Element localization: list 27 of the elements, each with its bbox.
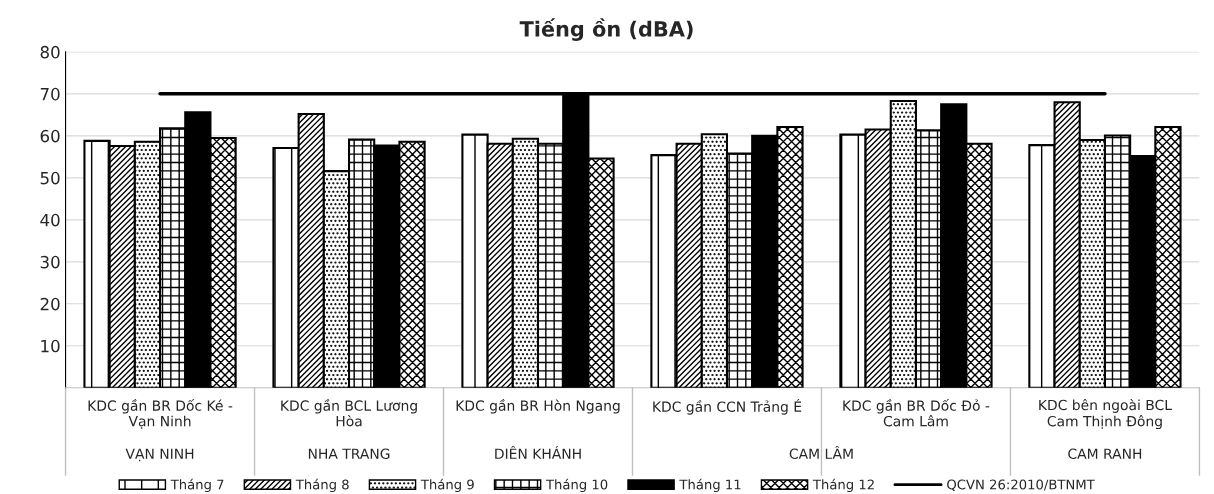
text: CAM LÂM — [789, 445, 853, 459]
y-tick-label: 30 — [40, 255, 60, 269]
legend-label: Tháng 12 — [812, 478, 874, 492]
legend-label: Tháng 7 — [170, 478, 224, 492]
legend-label: Tháng 11 — [679, 478, 741, 492]
x-tick-label: KDC gần BCL Lương Hòa — [281, 398, 417, 427]
y-tick-label: 10 — [41, 339, 60, 353]
y-tick-label: 70 — [40, 87, 60, 101]
x-tick-label: KDC gần BR Dốc Ké - Vạn Ninh — [88, 398, 233, 429]
text: VẠN NINH — [125, 448, 194, 462]
y-tick-label: 80 — [40, 45, 60, 59]
x-tick-label: KDC bên ngoài BCL Cam Thịnh Đông — [1039, 398, 1172, 430]
legend-label: Tháng 10 — [545, 478, 608, 492]
chart-title: Tiếng ồn (dBA) — [519, 18, 693, 41]
y-tick-label: 60 — [40, 129, 60, 143]
x-tick-label: KDC gần CCN Trảng É — [653, 398, 802, 415]
legend-label: Tháng 9 — [420, 478, 474, 492]
y-tick-label: 40 — [40, 213, 60, 227]
x-tick-label: KDC gần BR Hòn Ngang — [456, 398, 620, 414]
x-tick-label: KDC gần BR Dốc Đỏ - Cam Lâm — [843, 398, 990, 427]
y-tick-label: 50 — [40, 171, 60, 185]
legend-label: Tháng 8 — [295, 478, 349, 492]
y-tick-label: 20 — [40, 297, 60, 311]
text: NHA TRANG — [308, 448, 390, 459]
text: CAM RANH — [1068, 448, 1142, 459]
legend-label: QCVN 26:2010/BTNMT — [947, 479, 1095, 491]
text: DIÊN KHÁNH — [495, 445, 581, 459]
